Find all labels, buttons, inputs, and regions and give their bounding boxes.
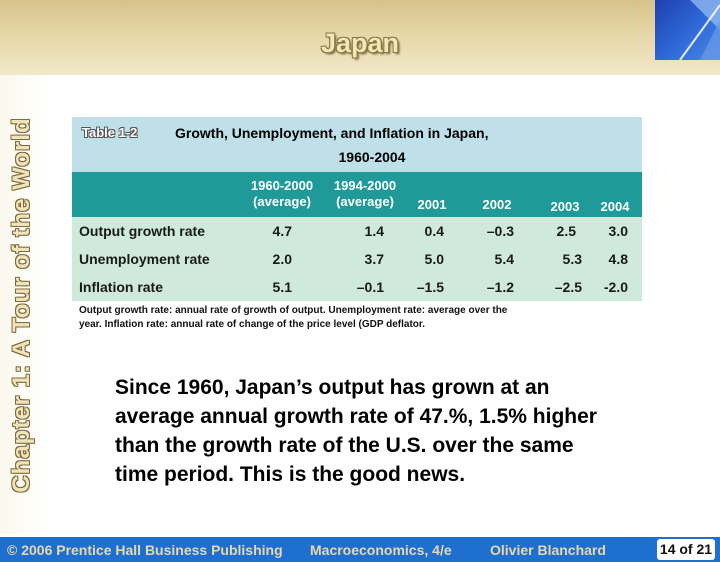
table-cell: 3.0 [608,223,628,239]
table-cell: -2.0 [603,279,628,295]
table-cell: –2.5 [554,279,582,295]
table-cell: 5.0 [424,251,444,267]
body-line: than the growth rate of the U.S. over th… [115,434,574,457]
table-title-years: 1960-2004 [338,149,406,165]
table-cell: 5.4 [494,251,514,267]
chapter-label: Chapter 1: A Tour of the World [8,117,35,493]
column-header-line1: 1960-2000 [250,178,314,193]
row-label: Inflation rate [79,279,164,295]
header-band [0,0,720,75]
column-header: 1994-2000 (average) [325,178,405,210]
table-cell: 4.8 [608,251,628,267]
table-cell: 5.3 [562,251,582,267]
body-paragraph: Since 1960, Japan’s output has grown at … [115,373,675,489]
footer-copyright: © 2006 Prentice Hall Business Publishing [7,542,283,558]
column-header: 1960-2000 (average) [242,178,322,210]
row-label: Output growth rate [79,223,205,239]
corner-graphic [655,0,720,60]
column-header-line2: (average) [253,194,311,209]
table-cell: 0.4 [424,223,444,239]
table-note: Output growth rate: annual rate of growt… [72,301,642,335]
data-table: Table 1-2 Growth, Unemployment, and Infl… [72,117,642,335]
table-row: Inflation rate 5.1 –0.1 –1.5 –1.2 –2.5 -… [72,273,642,301]
column-header: 2002 [482,197,512,212]
table-cell: 4.7 [272,223,292,239]
row-label: Unemployment rate [79,251,210,267]
table-cell: –0.1 [356,279,384,295]
table-header: Table 1-2 Growth, Unemployment, and Infl… [72,117,642,172]
table-title: Growth, Unemployment, and Inflation in J… [175,125,489,141]
body-line: average annual growth rate of 47.%, 1.5%… [115,405,597,428]
table-note-line2: year. Inflation rate: annual rate of cha… [79,319,426,330]
body-line: Since 1960, Japan’s output has grown at … [115,376,550,399]
column-header: 2001 [417,197,447,212]
table-cell: 2.5 [556,223,576,239]
table-note-line1: Output growth rate: annual rate of growt… [79,305,508,316]
table-body: Output growth rate 4.7 1.4 0.4 –0.3 2.5 … [72,217,642,301]
table-cell: –1.2 [486,279,514,295]
table-row: Output growth rate 4.7 1.4 0.4 –0.3 2.5 … [72,217,642,245]
column-header-line2: (average) [336,194,394,209]
column-header-row: 1960-2000 (average) 1994-2000 (average) … [72,172,642,217]
body-line: time period. This is the good news. [115,463,466,486]
footer-bar [0,537,720,562]
table-cell: 1.4 [364,223,384,239]
column-header: 2003 [550,199,580,214]
footer-book: Macroeconomics, 4/e [310,542,452,558]
table-cell: 3.7 [364,251,384,267]
table-cell: –0.3 [486,223,514,239]
table-cell: 2.0 [272,251,292,267]
page-number: 14 of 21 [657,539,715,560]
sidebar-band [0,75,50,535]
table-label: Table 1-2 [82,125,138,140]
table-cell: 5.1 [272,279,292,295]
column-header: 2004 [600,199,630,214]
column-header-line1: 1994-2000 [333,178,397,193]
footer-author: Olivier Blanchard [490,542,606,558]
table-cell: –1.5 [416,279,444,295]
slide-title: Japan [320,28,400,58]
table-row: Unemployment rate 2.0 3.7 5.0 5.4 5.3 4.… [72,245,642,273]
